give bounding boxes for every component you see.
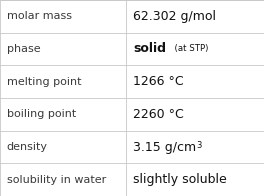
- Text: phase: phase: [7, 44, 40, 54]
- Text: solid: solid: [133, 43, 166, 55]
- Text: melting point: melting point: [7, 77, 81, 87]
- Text: slightly soluble: slightly soluble: [133, 173, 227, 186]
- Text: 3.15 g/cm: 3.15 g/cm: [133, 141, 196, 153]
- Text: (at STP): (at STP): [169, 44, 209, 54]
- Text: 62.302 g/mol: 62.302 g/mol: [133, 10, 216, 23]
- Text: 1266 °C: 1266 °C: [133, 75, 184, 88]
- Text: density: density: [7, 142, 48, 152]
- Text: 3: 3: [196, 141, 202, 150]
- Text: 2260 °C: 2260 °C: [133, 108, 184, 121]
- Text: solubility in water: solubility in water: [7, 175, 106, 185]
- Text: boiling point: boiling point: [7, 109, 76, 119]
- Text: molar mass: molar mass: [7, 11, 72, 21]
